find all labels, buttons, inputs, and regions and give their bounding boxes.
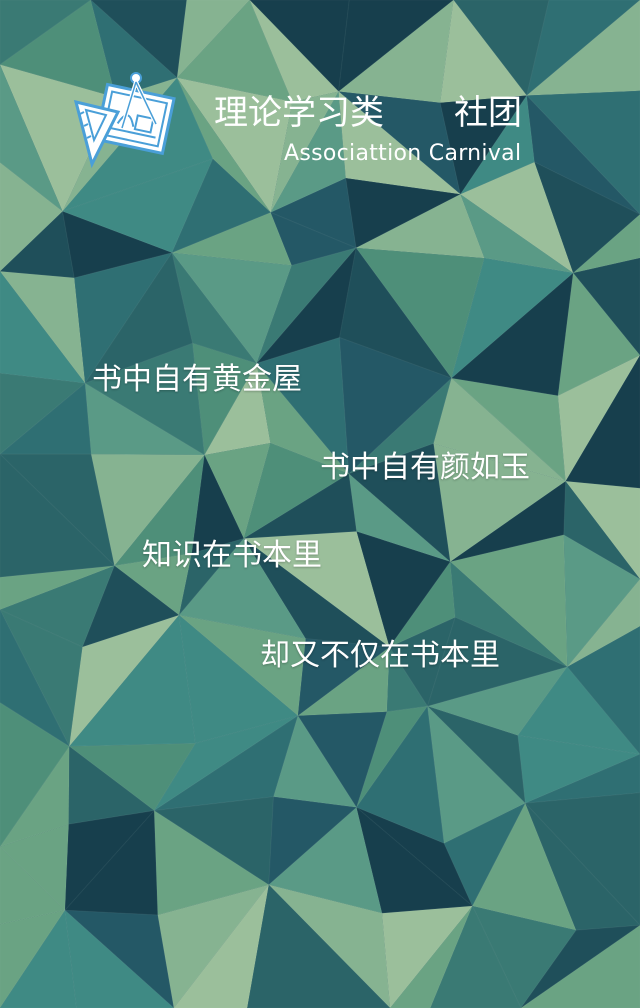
bg-facet xyxy=(246,883,391,1008)
bg-facet xyxy=(268,796,358,886)
bg-facet xyxy=(443,802,527,908)
poem-line-4: 却又不仅在书本里 xyxy=(260,638,500,673)
bg-facet xyxy=(520,924,640,1008)
bg-facet xyxy=(177,614,307,717)
bg-facet xyxy=(459,192,574,274)
bg-facet xyxy=(533,161,640,274)
bg-facet xyxy=(426,616,569,708)
bg-facet xyxy=(439,94,528,196)
bg-facet xyxy=(178,613,299,745)
bg-facet xyxy=(267,806,383,914)
bg-facet xyxy=(90,0,188,79)
bg-facet xyxy=(176,0,251,80)
header-title-row: 理论学习类 社团 xyxy=(214,88,544,138)
bg-facet xyxy=(524,792,640,927)
bg-facet xyxy=(566,578,640,668)
poem-line-1: 书中自有黄金屋 xyxy=(92,362,302,397)
bg-facet xyxy=(337,0,455,93)
bg-facet xyxy=(68,745,156,825)
bg-facet xyxy=(525,0,640,97)
bg-facet xyxy=(388,616,457,708)
bg-facet xyxy=(348,472,451,563)
bg-facet xyxy=(0,909,67,1008)
bg-facet xyxy=(61,210,174,279)
bg-facet xyxy=(64,908,175,1008)
bg-facet xyxy=(113,453,206,567)
page-title: 理论学习类 xyxy=(214,93,384,133)
bg-facet xyxy=(297,638,391,717)
bg-facet xyxy=(0,270,86,385)
bg-facet xyxy=(525,0,640,97)
bg-facet xyxy=(61,158,214,254)
bg-facet xyxy=(356,705,429,808)
subtitle: Associattion Carnival xyxy=(284,141,522,166)
poem-line-2: 书中自有颜如玉 xyxy=(320,450,530,485)
bg-facet xyxy=(450,257,575,380)
bg-facet xyxy=(272,714,358,809)
bg-facet xyxy=(429,904,522,1008)
bg-facet xyxy=(337,90,462,196)
bg-facet xyxy=(84,382,207,456)
bg-facet xyxy=(171,252,258,365)
bg-facet xyxy=(563,479,640,580)
bg-facet xyxy=(572,213,640,274)
title-tag: 社团 xyxy=(454,93,522,133)
poem-line-3: 知识在书本里 xyxy=(142,538,322,573)
bg-facet xyxy=(566,625,640,756)
drafting-tools-icon xyxy=(73,72,176,169)
bg-facet xyxy=(355,806,474,914)
bg-facet xyxy=(153,715,299,812)
logo xyxy=(70,68,180,172)
